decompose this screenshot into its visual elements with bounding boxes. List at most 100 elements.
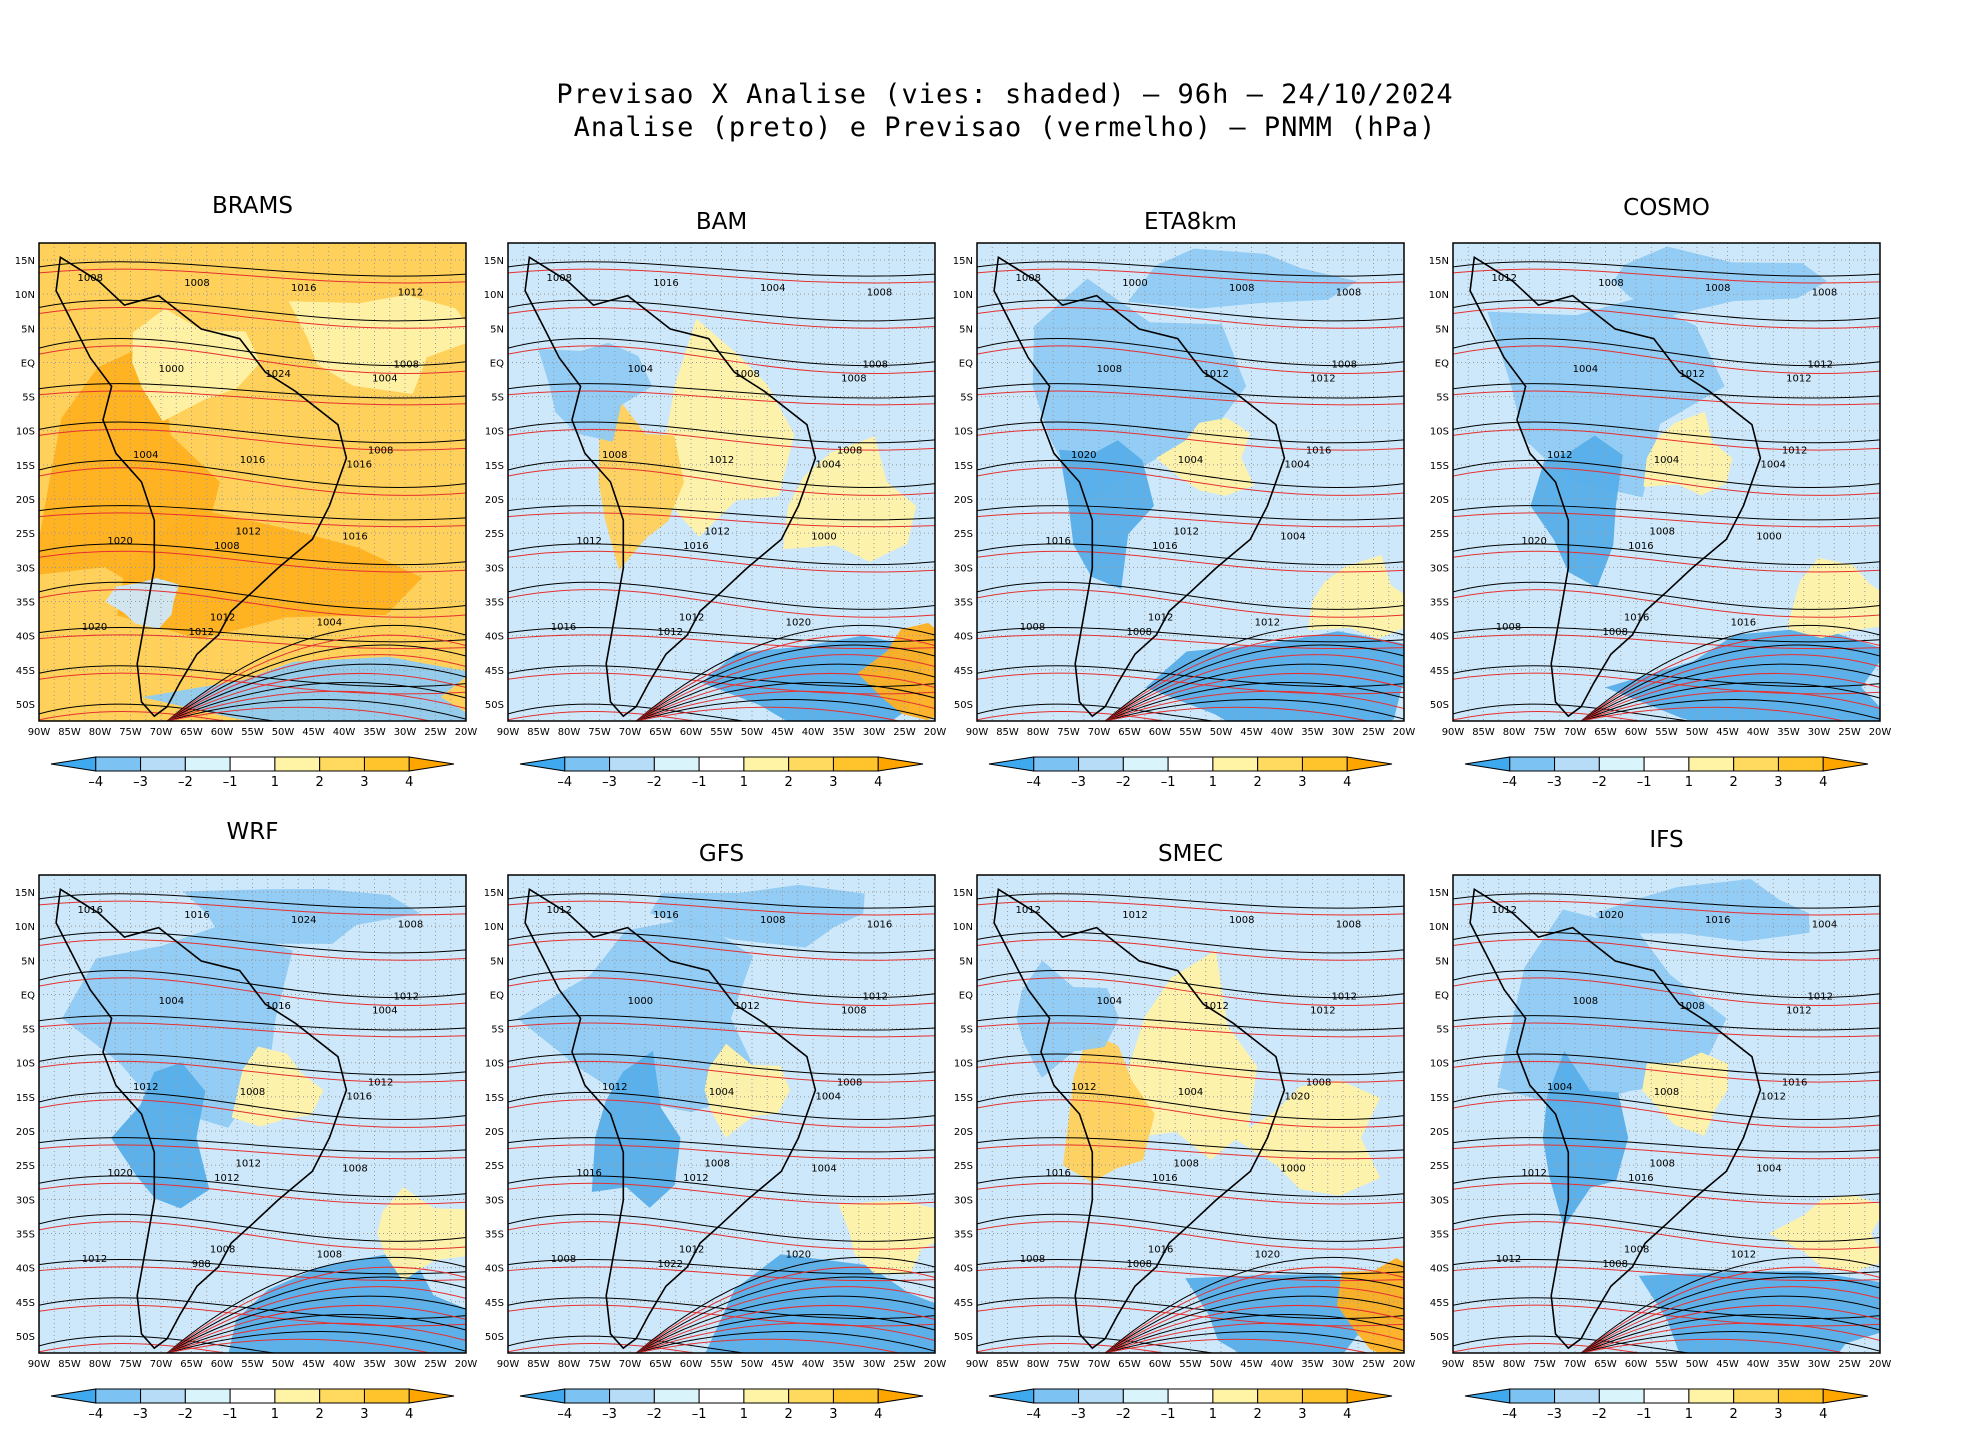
contour-label: 1012 <box>679 1245 704 1256</box>
colorbar-segment <box>184 756 231 772</box>
contour-label: 1012 <box>1016 905 1041 916</box>
lat-label: 15N <box>953 888 973 899</box>
contour-label: 1012 <box>1148 613 1173 624</box>
lon-label: 30W <box>394 727 417 738</box>
lat-label: 45S <box>485 666 504 677</box>
colorbar-label: 3 <box>1298 775 1306 790</box>
lon-label: 25W <box>1838 727 1861 738</box>
lat-label: 15S <box>16 1093 35 1104</box>
colorbar-label: 2 <box>785 1407 793 1422</box>
lon-label: 25W <box>1838 1359 1861 1370</box>
colorbar-segment <box>1122 756 1169 772</box>
contour-label: 1004 <box>1285 460 1310 471</box>
lat-label: 5N <box>490 956 504 967</box>
contour-label: 1004 <box>760 283 785 294</box>
lat-label: 5S <box>22 393 35 404</box>
contour-label: 1020 <box>107 536 132 547</box>
lat-label: 35S <box>954 597 973 608</box>
bias-shading <box>977 243 1404 721</box>
lon-label: 35W <box>363 727 386 738</box>
lat-label: 40S <box>954 632 973 643</box>
colorbar-segment <box>1688 756 1735 772</box>
contour-label: 1020 <box>1285 1092 1310 1103</box>
colorbar-label: –2 <box>178 775 193 790</box>
contour-label: 1012 <box>1310 1006 1335 1017</box>
lon-label: 60W <box>211 1359 234 1370</box>
colorbar: –4 –3 –2 –1 1 2 3 4 <box>1464 1388 1869 1422</box>
colorbar-segment <box>408 1388 455 1404</box>
lat-label: 25S <box>954 529 973 540</box>
lat-label: 15S <box>954 461 973 472</box>
colorbar-segment <box>788 756 834 772</box>
contour-label: 1008 <box>1496 622 1521 633</box>
lat-label: 35S <box>485 1229 504 1240</box>
colorbar-segment <box>319 756 365 772</box>
lat-label: 20S <box>16 495 35 506</box>
lon-label: 20W <box>1869 727 1892 738</box>
contour-label: 1008 <box>1603 627 1628 638</box>
lon-label: 30W <box>863 727 886 738</box>
contour-label: 1008 <box>214 541 239 552</box>
contour-label: 1012 <box>393 991 418 1002</box>
colorbar-segment <box>408 756 455 772</box>
colorbar-label: 4 <box>405 1407 413 1422</box>
lon-label: 40W <box>333 727 356 738</box>
colorbar-segment <box>1078 1388 1124 1404</box>
contour-label: 1016 <box>1152 1173 1177 1184</box>
lon-label: 55W <box>1179 727 1202 738</box>
lon-label: 20W <box>1869 1359 1892 1370</box>
colorbar-label: –1 <box>692 775 707 790</box>
contour-label: 1012 <box>1731 1249 1756 1260</box>
panel-title: ETA8km <box>1144 209 1237 235</box>
lat-label: 35S <box>16 1229 35 1240</box>
lon-label: 30W <box>1808 1359 1831 1370</box>
continent-outline <box>524 255 817 718</box>
lon-label: 30W <box>1332 727 1355 738</box>
lat-label: EQ <box>1435 990 1449 1001</box>
lon-label: 40W <box>1271 1359 1294 1370</box>
colorbar-label: 3 <box>360 1407 368 1422</box>
colorbar-label: –4 <box>88 1407 103 1422</box>
lon-label: 70W <box>1564 1359 1587 1370</box>
lat-label: 25S <box>1430 529 1449 540</box>
colorbar-segment <box>1509 756 1556 772</box>
lat-label: 20S <box>16 1127 35 1138</box>
contour-label: 1020 <box>82 622 107 633</box>
colorbar-segment <box>877 756 924 772</box>
lon-label: 50W <box>272 1359 295 1370</box>
colorbar-segment <box>1733 756 1779 772</box>
contour-label: 1016 <box>1628 541 1653 552</box>
map-frame <box>507 242 936 722</box>
lon-label: 55W <box>241 1359 264 1370</box>
contour-label: 1016 <box>184 910 209 921</box>
lon-label: 60W <box>1625 1359 1648 1370</box>
colorbar-segment <box>519 1388 566 1404</box>
lon-label: 75W <box>1057 1359 1080 1370</box>
contour-label: 1020 <box>786 1249 811 1260</box>
lon-label: 80W <box>1503 1359 1526 1370</box>
panel-title: IFS <box>1649 827 1683 853</box>
panel-title: SMEC <box>1158 841 1223 867</box>
lon-label: 40W <box>333 1359 356 1370</box>
lon-label: 50W <box>272 727 295 738</box>
figure-title: Previsao X Analise (vies: shaded) – 96h … <box>0 78 1964 144</box>
lat-label: 30S <box>16 1195 35 1206</box>
colorbar-label: –4 <box>88 775 103 790</box>
lon-label: 65W <box>180 1359 203 1370</box>
contour-label: 1020 <box>786 617 811 628</box>
lat-label: 15S <box>954 1093 973 1104</box>
lon-label: 40W <box>802 1359 825 1370</box>
title-line-2: Analise (preto) e Previsao (vermelho) – … <box>573 112 1437 143</box>
lon-label: 50W <box>1210 727 1233 738</box>
lat-label: 5N <box>959 956 973 967</box>
colorbar-segment <box>363 1388 410 1404</box>
colorbar-label: 4 <box>1819 1407 1827 1422</box>
continent-outline <box>993 255 1286 718</box>
lat-label: 10N <box>953 290 973 301</box>
contour-label: 1008 <box>393 359 418 370</box>
contour-label: 1012 <box>189 627 214 638</box>
lon-label: 80W <box>1027 1359 1050 1370</box>
map-panel-gfs: GFS1012100810121012100810161004100010201… <box>484 841 947 1422</box>
contour-label: 1012 <box>679 613 704 624</box>
contour-label: 1016 <box>240 455 265 466</box>
